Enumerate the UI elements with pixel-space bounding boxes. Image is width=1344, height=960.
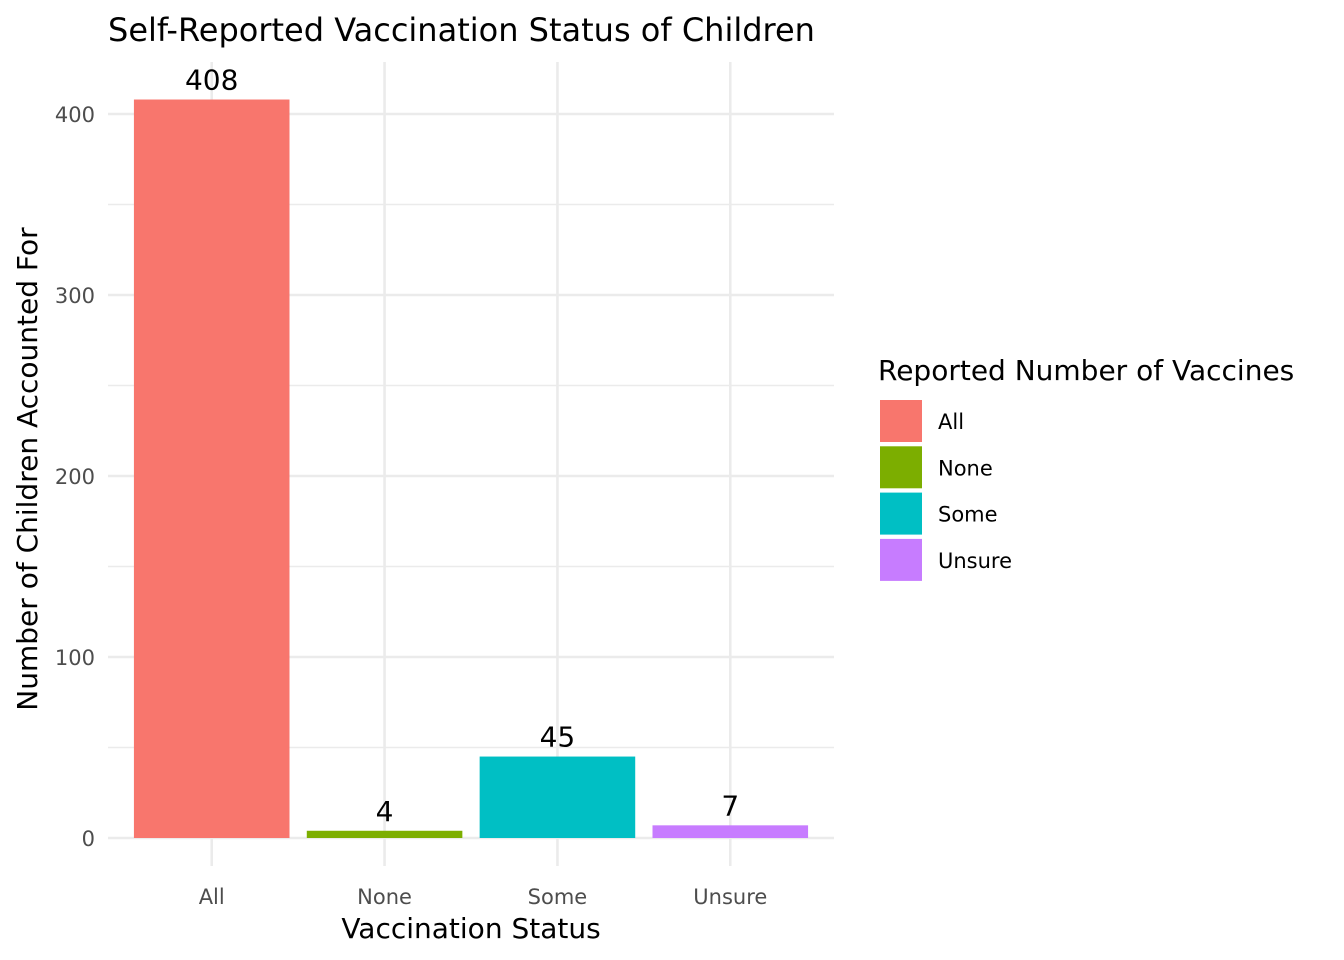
legend-label-none: None — [938, 456, 993, 480]
legend-swatch-none — [880, 446, 922, 489]
y-tick-label: 300 — [55, 284, 95, 308]
legend-title: Reported Number of Vaccines — [878, 354, 1294, 387]
x-tick-label: Some — [528, 885, 588, 909]
y-tick-label: 400 — [55, 103, 95, 127]
x-tick-label: All — [199, 885, 225, 909]
y-tick-label: 0 — [82, 827, 95, 851]
legend-label-unsure: Unsure — [938, 549, 1012, 573]
data-label-all: 408 — [185, 64, 238, 97]
legend-swatch-all — [880, 400, 922, 442]
x-axis-ticks: All None Some Unsure — [199, 885, 768, 909]
legend-swatch-some — [880, 492, 922, 535]
data-label-some: 45 — [540, 721, 576, 754]
bar-none — [306, 830, 463, 838]
legend: Reported Number of Vaccines All None Some U… — [878, 354, 1294, 581]
y-axis-title: Number of Children Accounted For — [11, 227, 44, 711]
data-label-unsure: 7 — [721, 789, 739, 822]
x-tick-label: Unsure — [693, 885, 767, 909]
legend-swatch-unsure — [880, 538, 922, 581]
bars — [133, 99, 809, 838]
chart-title: Self-Reported Vaccination Status of Chil… — [108, 11, 815, 49]
data-label-none: 4 — [376, 795, 394, 828]
y-tick-label: 200 — [55, 465, 95, 489]
x-axis-title: Vaccination Status — [341, 912, 600, 945]
bar-some — [479, 756, 636, 838]
legend-label-all: All — [938, 410, 964, 434]
data-labels: 408 4 45 7 — [185, 64, 739, 828]
x-tick-label: None — [357, 885, 412, 909]
y-axis-ticks: 0 100 200 300 400 — [55, 103, 95, 851]
y-tick-label: 100 — [55, 646, 95, 670]
bar-unsure — [652, 825, 809, 838]
bar-all — [133, 99, 290, 838]
legend-label-some: Some — [938, 503, 998, 527]
